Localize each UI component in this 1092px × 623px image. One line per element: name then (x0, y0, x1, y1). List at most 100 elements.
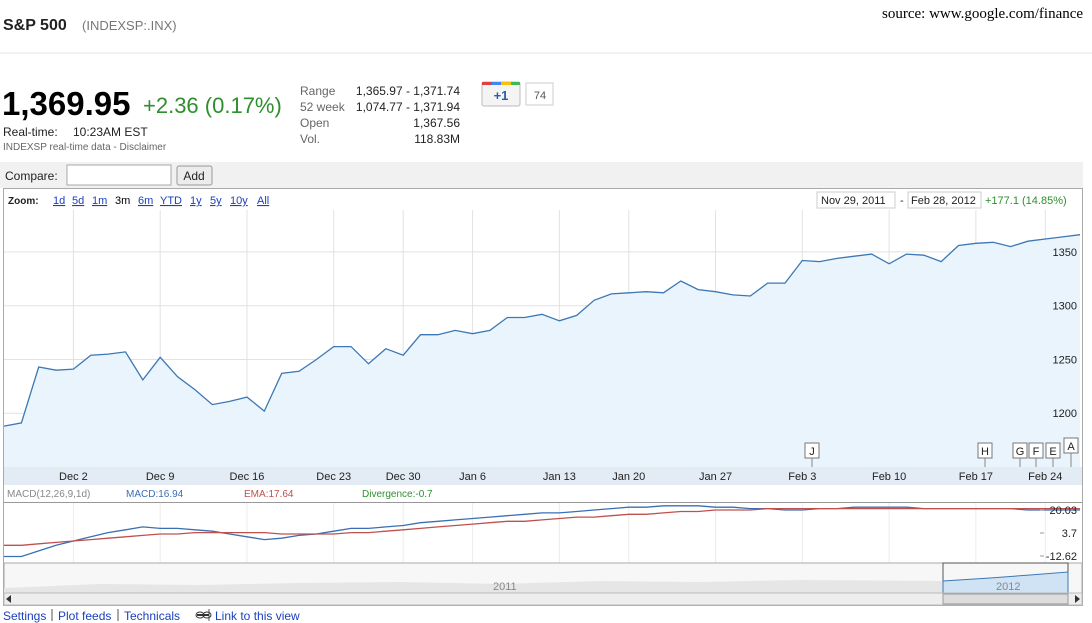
x-tick-label: Jan 27 (699, 471, 732, 483)
x-tick-label: Feb 10 (872, 471, 906, 483)
divergence: Divergence:-0.7 (362, 489, 433, 500)
compare-input[interactable] (66, 164, 172, 186)
zoom-option[interactable]: 1m (92, 195, 107, 207)
y-tick-label: 1350 (1053, 247, 1077, 259)
navigator-label: 2012 (996, 581, 1020, 593)
price-change: +2.36 (0.17%) (143, 93, 282, 118)
macd-chart: -12.62 3.7 20.03 (4, 503, 1080, 563)
stripe (501, 82, 511, 85)
x-tick-label: Jan 20 (612, 471, 645, 483)
legend-entry: EMA:17.64 (244, 489, 294, 500)
range-end-box[interactable] (907, 191, 982, 209)
zoom-label: Zoom: (8, 196, 39, 207)
flag-label[interactable]: F (1033, 446, 1040, 458)
source: source: www.google.com/finance (882, 6, 1083, 22)
stat-label: Range (300, 84, 336, 98)
stripe (511, 82, 520, 85)
flag[interactable] (1012, 442, 1028, 459)
zoom-option[interactable]: 1d (53, 195, 65, 207)
date-axis (4, 467, 1082, 485)
flag-label[interactable]: J (809, 446, 815, 458)
flag[interactable] (804, 442, 820, 459)
zoom-option[interactable]: 5y (210, 195, 222, 207)
navigator-label: 2011 (493, 581, 517, 593)
realtime-time: 10:23AM EST (73, 125, 148, 139)
price-chart: 1200 1250 1300 1350 (3, 210, 1081, 467)
x-tick-label: Feb 24 (1028, 471, 1062, 483)
zoom-option[interactable]: All (257, 195, 269, 207)
stat-label: Open (300, 116, 329, 130)
zoom-option[interactable]: YTD (160, 195, 182, 207)
x-tick-label: Jan 13 (543, 471, 576, 483)
flag-label[interactable]: E (1049, 446, 1056, 458)
footer-link[interactable]: Link to this view (215, 609, 300, 623)
realtime-label: Real-time: (3, 125, 58, 139)
footer-link[interactable]: Technicals (124, 609, 180, 623)
plusone-count: 74 (534, 90, 546, 102)
compare-label: Compare: (5, 169, 58, 183)
x-tick-label: Dec 9 (146, 471, 175, 483)
stat-value: 1,074.77 - 1,371.94 (356, 100, 460, 114)
x-tick-label: Dec 16 (230, 471, 265, 483)
y-tick-label: 1300 (1053, 301, 1077, 313)
x-tick-label: Dec 30 (386, 471, 421, 483)
zoom-option[interactable]: 1y (190, 195, 202, 207)
line (3, 234, 1081, 427)
x-tick-label: Dec 23 (316, 471, 351, 483)
link-icon (195, 611, 205, 619)
stat-value: 1,367.56 (413, 116, 460, 130)
navigator-shape (4, 580, 943, 593)
range-change: +177.1 (14.85%) (985, 195, 1067, 207)
y-tick-label: -12.62 (1046, 551, 1077, 563)
y-tick-label: 20.03 (1049, 505, 1077, 517)
flag-label[interactable]: A (1067, 441, 1075, 453)
area (4, 234, 1080, 467)
range-start: Nov 29, 2011 (821, 195, 886, 207)
footer-links: Settings Plot feeds Technicals Link to this… (3, 609, 300, 623)
plusone-label[interactable]: +1 (494, 88, 509, 103)
y-tick-label: 3.7 (1062, 528, 1077, 540)
macd-title: MACD(12,26,9,1d) (7, 489, 90, 500)
footer-link[interactable]: Settings (3, 609, 46, 623)
line (4, 505, 1080, 558)
add-button-label[interactable]: Add (183, 169, 204, 183)
zoom-option: 3m (115, 195, 130, 207)
title: S&P 500 (3, 17, 67, 34)
y-tick-label: 1250 (1053, 354, 1077, 366)
legend-entry: MACD:16.94 (126, 489, 184, 500)
stat-label: 52 week (300, 100, 346, 114)
flag[interactable] (1063, 437, 1079, 454)
y-tick-label: 1200 (1053, 408, 1077, 420)
ticker: (INDEXSP:.INX) (82, 18, 177, 33)
x-tick-label: Jan 6 (459, 471, 486, 483)
flag[interactable] (1028, 442, 1044, 459)
flag-label[interactable]: G (1016, 446, 1025, 458)
flag[interactable] (1045, 442, 1061, 459)
zoom-option[interactable]: 10y (230, 195, 248, 207)
stat-value: 118.83M (414, 132, 460, 146)
flag[interactable] (977, 442, 993, 459)
x-tick-label: Feb 17 (959, 471, 993, 483)
stats: Range 1,365.97 - 1,371.74 52 week 1,074.77 … (300, 84, 460, 146)
range-separator: - (900, 195, 904, 207)
zoom-option[interactable]: 6m (138, 195, 153, 207)
x-tick-label: Dec 2 (59, 471, 88, 483)
stripe (482, 82, 492, 85)
zoom-option[interactable]: 5d (72, 195, 84, 207)
stripe (492, 82, 501, 85)
price: 1,369.95 (2, 85, 130, 122)
footer-link[interactable]: Plot feeds (58, 609, 111, 623)
flag-label[interactable]: H (981, 446, 989, 458)
link-icon (202, 611, 212, 619)
range-start-box[interactable] (816, 191, 896, 209)
scrollbar[interactable] (3, 592, 1083, 606)
add-button[interactable] (176, 165, 213, 186)
plusone-count-box (525, 82, 554, 106)
disclaimer: INDEXSP real-time data - Disclaimer (3, 142, 167, 153)
scroll-thumb[interactable] (942, 593, 1069, 605)
stat-value: 1,365.97 - 1,371.74 (356, 84, 460, 98)
zoom-options: 1d 5d 1m 3m 6m YTD 1y 5y 10y All (53, 195, 269, 207)
